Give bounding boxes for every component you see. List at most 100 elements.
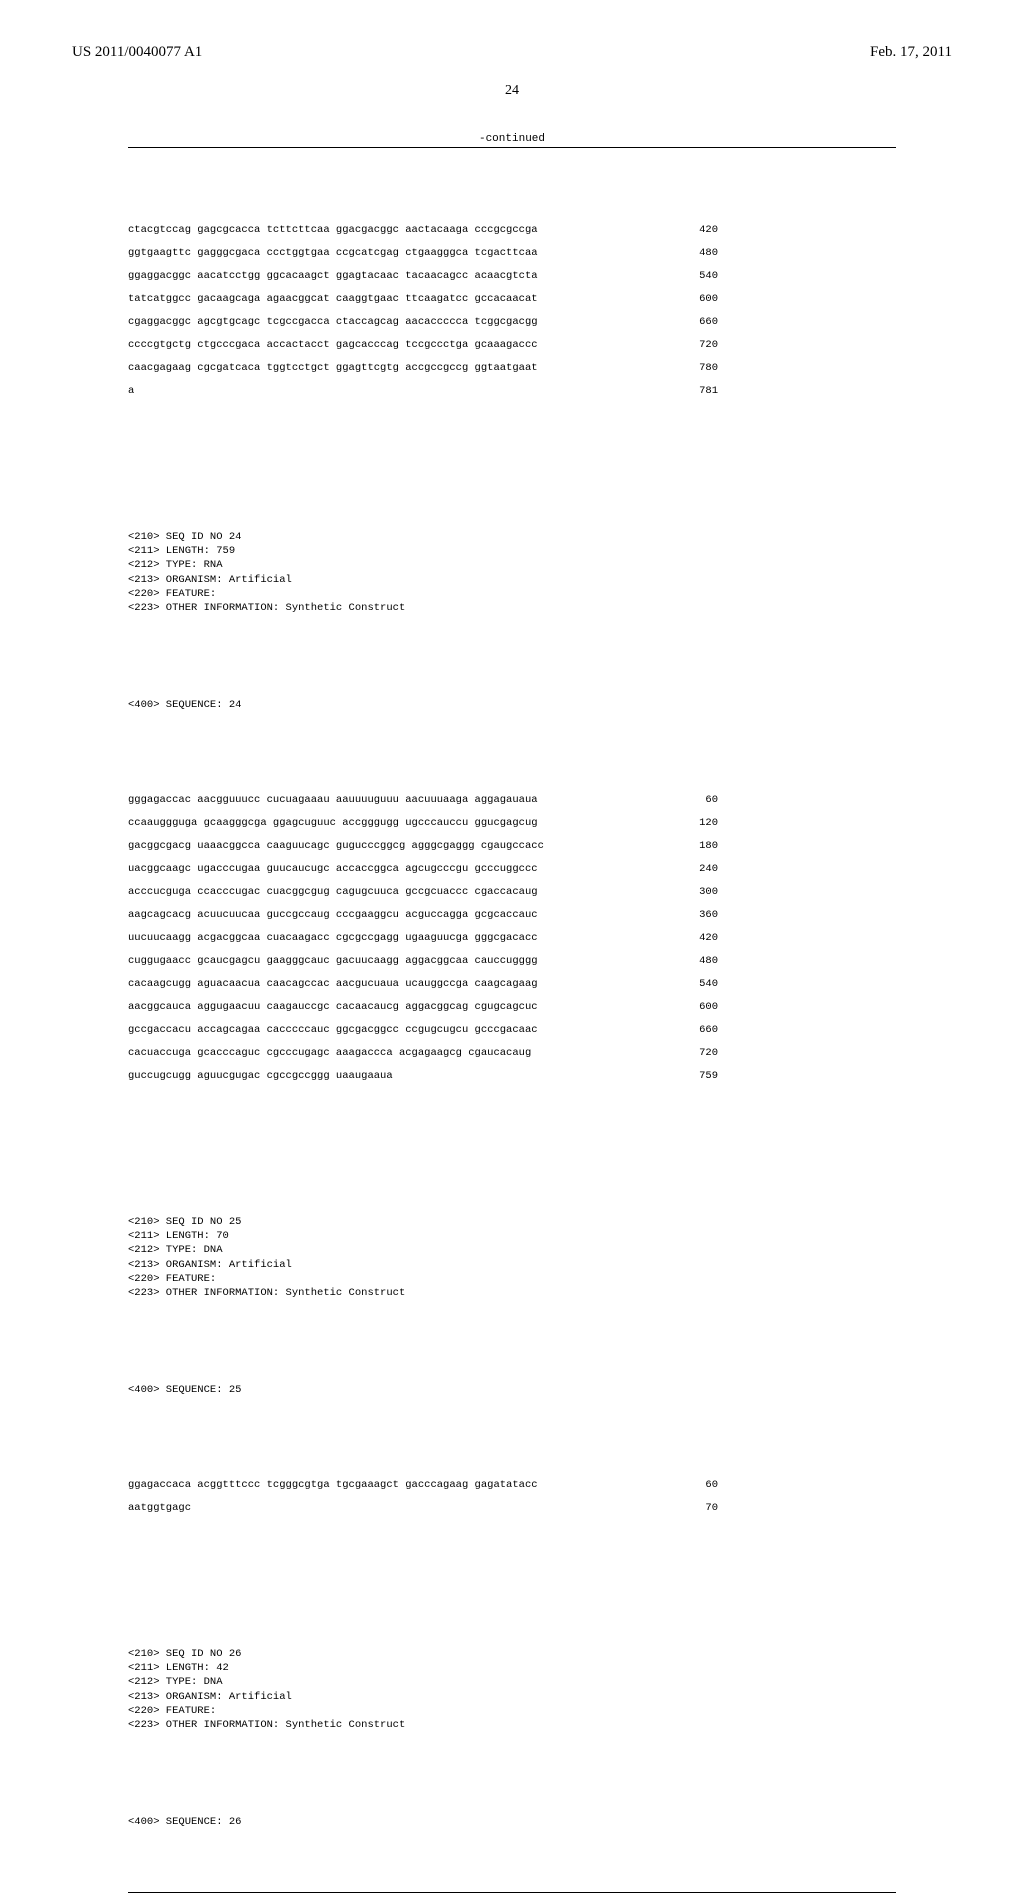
sequence-text: ccccgtgctg ctgcccgaca accactacct gagcacc…: [128, 337, 538, 354]
sequence-position: 540: [678, 976, 718, 993]
sequence-row: tatcatggcc gacaagcaga agaacggcat caaggtg…: [128, 291, 718, 308]
sequence-text: cgaggacggc agcgtgcagc tcgccgacca ctaccag…: [128, 314, 538, 331]
meta-line: <220> FEATURE:: [128, 1272, 896, 1286]
sequence-row: a 781: [128, 383, 718, 400]
meta-line: <213> ORGANISM: Artificial: [128, 1258, 896, 1272]
sequence-row: gccgaccacu accagcagaa cacccccauc ggcgacg…: [128, 1022, 718, 1039]
sequence-text: aagcagcacg acuucuucaa guccgccaug cccgaag…: [128, 907, 538, 924]
sequence-position: 720: [678, 1045, 718, 1062]
meta-line: <223> OTHER INFORMATION: Synthetic Const…: [128, 601, 896, 615]
meta-line: <220> FEATURE:: [128, 587, 896, 601]
continued-label: -continued: [72, 133, 952, 145]
seq24-header: <400> SEQUENCE: 24: [128, 697, 896, 714]
sequence-row: gggagaccac aacgguuucc cucuagaaau aauuuug…: [128, 792, 718, 809]
meta-line: <213> ORGANISM: Artificial: [128, 1690, 896, 1704]
sequence-position: 780: [678, 360, 718, 377]
meta-line: <211> LENGTH: 70: [128, 1229, 896, 1243]
seq25-rows: ggagaccaca acggtttccc tcgggcgtga tgcgaaa…: [128, 1477, 896, 1523]
sequence-text: ggagaccaca acggtttccc tcgggcgtga tgcgaaa…: [128, 1477, 538, 1494]
seq25-meta: <210> SEQ ID NO 25<211> LENGTH: 70<212> …: [128, 1215, 896, 1300]
sequence-text: gccgaccacu accagcagaa cacccccauc ggcgacg…: [128, 1022, 538, 1039]
sequence-row: acccucguga ccacccugac cuacggcgug cagugcu…: [128, 884, 718, 901]
meta-line: <223> OTHER INFORMATION: Synthetic Const…: [128, 1286, 896, 1300]
sequence-position: 180: [678, 838, 718, 855]
sequence-text: aatggtgagc: [128, 1500, 191, 1517]
sequence-text: ccaauggguga gcaagggcga ggagcuguuc accggg…: [128, 815, 538, 832]
sequence-position: 60: [678, 792, 718, 809]
sequence-text: ggtgaagttc gagggcgaca ccctggtgaa ccgcatc…: [128, 245, 538, 262]
meta-line: <213> ORGANISM: Artificial: [128, 573, 896, 587]
sequence-row: gacggcgacg uaaacggcca caaguucagc guguccc…: [128, 838, 718, 855]
sequence-row: ccccgtgctg ctgcccgaca accactacct gagcacc…: [128, 337, 718, 354]
sequence-text: cacaagcugg aguacaacua caacagccac aacgucu…: [128, 976, 538, 993]
sequence-row: cgaggacggc agcgtgcagc tcgccgacca ctaccag…: [128, 314, 718, 331]
meta-line: <210> SEQ ID NO 26: [128, 1647, 896, 1661]
sequence-row: ggagaccaca acggtttccc tcgggcgtga tgcgaaa…: [128, 1477, 718, 1494]
seq23-rows: ctacgtccag gagcgcacca tcttcttcaa ggacgac…: [128, 222, 896, 406]
sequence-position: 70: [678, 1500, 718, 1517]
page-number: 24: [72, 83, 952, 99]
sequence-content: ctacgtccag gagcgcacca tcttcttcaa ggacgac…: [128, 154, 896, 1882]
sequence-row: ctacgtccag gagcgcacca tcttcttcaa ggacgac…: [128, 222, 718, 239]
pub-number: US 2011/0040077 A1: [72, 44, 202, 61]
sequence-text: cuggugaacc gcaucgagcu gaagggcauc gacuuca…: [128, 953, 538, 970]
meta-line: <211> LENGTH: 759: [128, 544, 896, 558]
sequence-row: guccugcugg aguucgugac cgccgccggg uaaugaa…: [128, 1068, 718, 1085]
seq24-meta: <210> SEQ ID NO 24<211> LENGTH: 759<212>…: [128, 530, 896, 615]
sequence-text: acccucguga ccacccugac cuacggcgug cagugcu…: [128, 884, 538, 901]
sequence-row: ccaauggguga gcaagggcga ggagcuguuc accggg…: [128, 815, 718, 832]
page-container: US 2011/0040077 A1 Feb. 17, 2011 24 -con…: [0, 0, 1024, 1320]
meta-line: <210> SEQ ID NO 25: [128, 1215, 896, 1229]
sequence-row: caacgagaag cgcgatcaca tggtcctgct ggagttc…: [128, 360, 718, 377]
sequence-position: 420: [678, 222, 718, 239]
sequence-position: 120: [678, 815, 718, 832]
sequence-row: ggaggacggc aacatcctgg ggcacaagct ggagtac…: [128, 268, 718, 285]
meta-line: <211> LENGTH: 42: [128, 1661, 896, 1675]
sequence-text: ggaggacggc aacatcctgg ggcacaagct ggagtac…: [128, 268, 538, 285]
sequence-row: aatggtgagc 70: [128, 1500, 718, 1517]
sequence-text: gggagaccac aacgguuucc cucuagaaau aauuuug…: [128, 792, 538, 809]
meta-line: <212> TYPE: DNA: [128, 1243, 896, 1257]
sequence-position: 600: [678, 291, 718, 308]
meta-line: <223> OTHER INFORMATION: Synthetic Const…: [128, 1718, 896, 1732]
sequence-text: gacggcgacg uaaacggcca caaguucagc guguccc…: [128, 838, 544, 855]
seq26-header: <400> SEQUENCE: 26: [128, 1814, 896, 1831]
sequence-position: 660: [678, 1022, 718, 1039]
meta-line: <212> TYPE: DNA: [128, 1675, 896, 1689]
sequence-text: guccugcugg aguucgugac cgccgccggg uaaugaa…: [128, 1068, 393, 1085]
sequence-position: 60: [678, 1477, 718, 1494]
sequence-text: ctacgtccag gagcgcacca tcttcttcaa ggacgac…: [128, 222, 538, 239]
sequence-row: ggtgaagttc gagggcgaca ccctggtgaa ccgcatc…: [128, 245, 718, 262]
sequence-text: aacggcauca aggugaacuu caagauccgc cacaaca…: [128, 999, 538, 1016]
meta-line: <210> SEQ ID NO 24: [128, 530, 896, 544]
sequence-position: 480: [678, 245, 718, 262]
sequence-position: 480: [678, 953, 718, 970]
sequence-text: cacuaccuga gcacccaguc cgcccugagc aaagacc…: [128, 1045, 531, 1062]
sequence-text: a: [128, 383, 134, 400]
page-header: US 2011/0040077 A1 Feb. 17, 2011: [72, 44, 952, 61]
sequence-position: 300: [678, 884, 718, 901]
sequence-position: 420: [678, 930, 718, 947]
sequence-text: uucuucaagg acgacggcaa cuacaagacc cgcgccg…: [128, 930, 538, 947]
sequence-listing-box: ctacgtccag gagcgcacca tcttcttcaa ggacgac…: [128, 147, 896, 1893]
sequence-position: 660: [678, 314, 718, 331]
sequence-position: 759: [678, 1068, 718, 1085]
sequence-row: aacggcauca aggugaacuu caagauccgc cacaaca…: [128, 999, 718, 1016]
sequence-row: uacggcaagc ugacccugaa guucaucugc accaccg…: [128, 861, 718, 878]
sequence-position: 720: [678, 337, 718, 354]
sequence-row: cacuaccuga gcacccaguc cgcccugagc aaagacc…: [128, 1045, 718, 1062]
sequence-text: uacggcaagc ugacccugaa guucaucugc accaccg…: [128, 861, 538, 878]
sequence-text: caacgagaag cgcgatcaca tggtcctgct ggagttc…: [128, 360, 538, 377]
seq26-meta: <210> SEQ ID NO 26<211> LENGTH: 42<212> …: [128, 1647, 896, 1732]
sequence-row: aagcagcacg acuucuucaa guccgccaug cccgaag…: [128, 907, 718, 924]
sequence-text: tatcatggcc gacaagcaga agaacggcat caaggtg…: [128, 291, 538, 308]
sequence-position: 240: [678, 861, 718, 878]
sequence-position: 600: [678, 999, 718, 1016]
pub-date: Feb. 17, 2011: [870, 44, 952, 61]
seq25-header: <400> SEQUENCE: 25: [128, 1382, 896, 1399]
meta-line: <212> TYPE: RNA: [128, 558, 896, 572]
sequence-row: cuggugaacc gcaucgagcu gaagggcauc gacuuca…: [128, 953, 718, 970]
sequence-position: 781: [678, 383, 718, 400]
sequence-position: 360: [678, 907, 718, 924]
sequence-position: 540: [678, 268, 718, 285]
